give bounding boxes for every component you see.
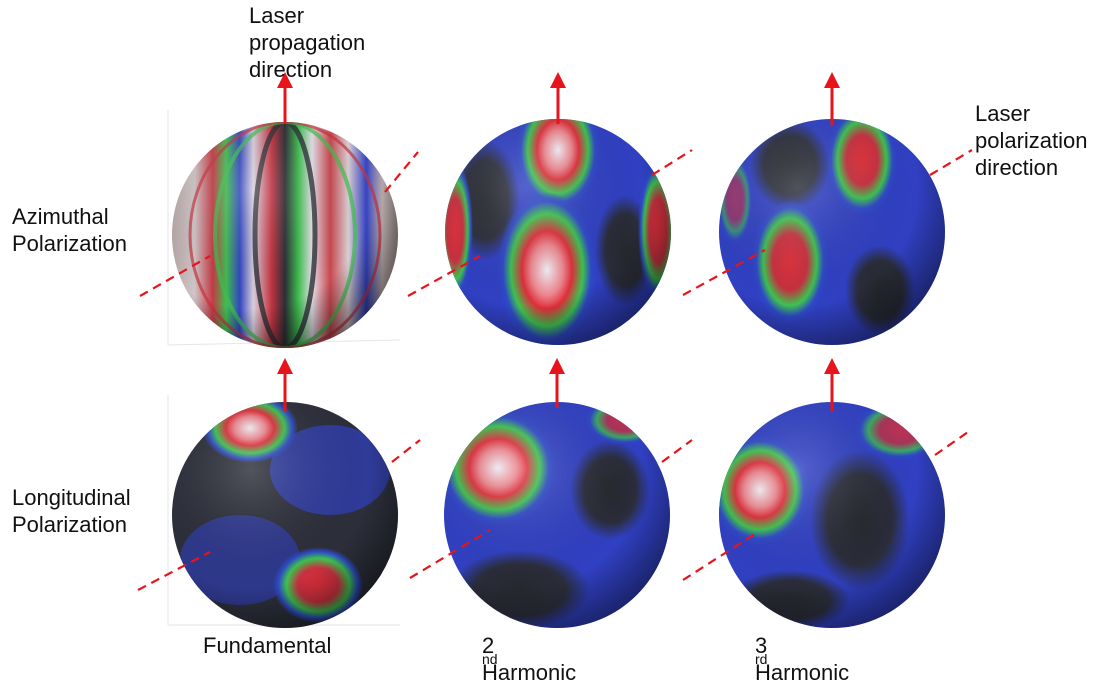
- polarization-axis-r1c3-left: [682, 249, 766, 296]
- polarization-label-line-3: direction: [975, 155, 1059, 180]
- propagation-arrow-r2c1: [277, 358, 293, 412]
- sphere-longitudinal-3rd-harmonic: [719, 402, 945, 628]
- polarization-axis-r2c1-left: [137, 551, 211, 591]
- row-label-azimuthal-line-2: Polarization: [12, 231, 127, 256]
- polarization-axes: [137, 149, 973, 591]
- polarization-axis-r2c3-right: [934, 431, 969, 456]
- propagation-label-line-1: Laser: [249, 3, 305, 28]
- propagation-arrow-r2c2: [549, 358, 565, 408]
- propagation-arrow-r1c2: [550, 72, 566, 124]
- propagation-arrow-r2c3: [824, 358, 840, 412]
- sphere-azimuthal-2nd-harmonic: [445, 119, 671, 345]
- row-label-azimuthal-line-1: Azimuthal: [12, 204, 109, 229]
- propagation-arrow-r1c3: [824, 72, 840, 126]
- row-label-longitudinal-line-2: Polarization: [12, 512, 127, 537]
- sphere-longitudinal-2nd-harmonic: [444, 402, 670, 628]
- polarization-axis-r1c1-left: [139, 255, 211, 297]
- polarization-axis-r1c1-right: [384, 151, 419, 193]
- polarization-axis-r1c2-right: [651, 149, 693, 176]
- propagation-arrow-r1c1: [277, 72, 293, 124]
- polarization-axis-r2c2-left: [409, 529, 491, 579]
- propagation-arrows: [277, 72, 840, 412]
- row-label-azimuthal: Azimuthal Polarization: [12, 203, 127, 257]
- column-label-fundamental-text: Fundamental: [203, 633, 332, 658]
- propagation-direction-label: Laser propagation direction: [249, 2, 365, 83]
- polarization-direction-label: Laser polarization direction: [975, 100, 1088, 181]
- column-label-fundamental: Fundamental: [203, 632, 331, 659]
- polarization-axis-r2c1-right: [391, 439, 421, 463]
- propagation-label-line-2: propagation: [249, 30, 366, 55]
- polarization-label-line-2: polarization: [975, 128, 1088, 153]
- polarization-axis-r2c2-right: [661, 439, 693, 463]
- figure-canvas: [137, 72, 973, 628]
- propagation-label-line-3: direction: [249, 57, 333, 82]
- sphere-longitudinal-fundamental: [172, 402, 398, 628]
- polarization-label-line-1: Laser: [975, 101, 1031, 126]
- column-label-2nd-number: 2: [482, 633, 495, 658]
- sphere-azimuthal-fundamental: [172, 122, 398, 348]
- row-label-longitudinal: Longitudinal Polarization: [12, 484, 131, 538]
- sphere-azimuthal-3rd-harmonic: [719, 119, 945, 345]
- row-label-longitudinal-line-1: Longitudinal: [12, 485, 131, 510]
- polarization-axis-r1c3-right: [929, 149, 973, 176]
- polarization-axis-r1c2-left: [407, 255, 481, 297]
- column-label-3rd-number: 3: [755, 633, 768, 658]
